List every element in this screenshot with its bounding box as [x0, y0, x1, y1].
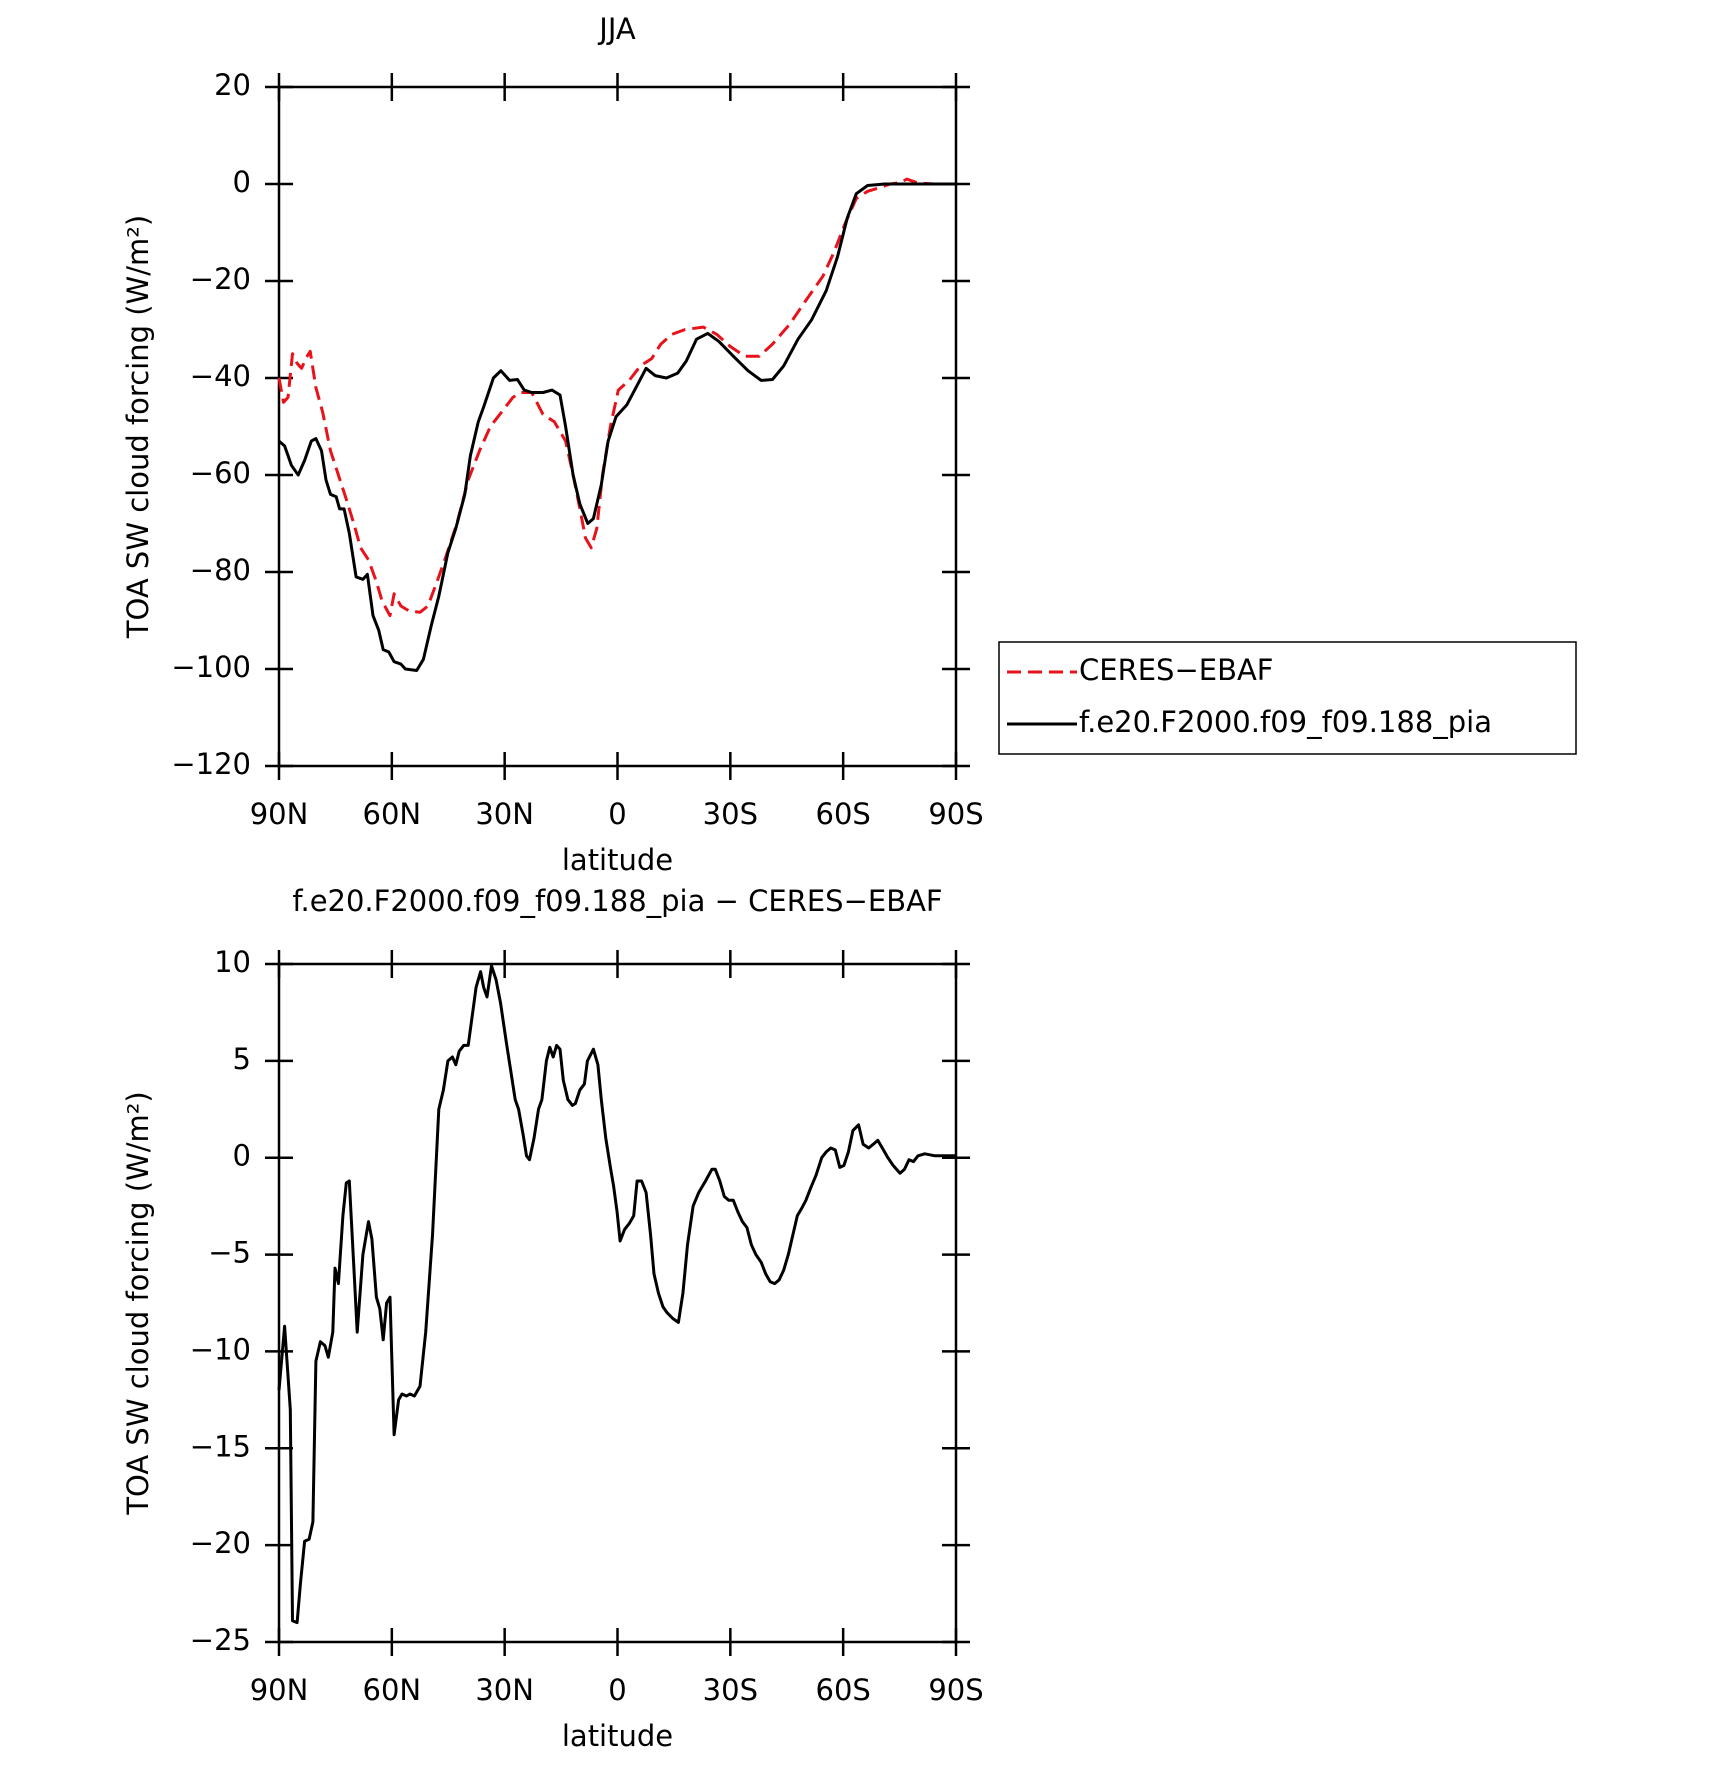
data-line: [277, 177, 956, 618]
x-axis-label: latitude: [562, 1719, 673, 1753]
x-tick-label: 90S: [928, 1673, 983, 1707]
legend-box: [998, 641, 1577, 755]
chart-title: JJA: [597, 12, 636, 46]
x-tick-label: 30N: [475, 1673, 534, 1707]
x-tick-label: 30S: [703, 797, 758, 831]
y-tick-label: 5: [233, 1042, 251, 1076]
x-tick-label: 60S: [816, 1673, 871, 1707]
x-tick-label: 90S: [928, 797, 983, 831]
y-tick-label: 0: [233, 165, 251, 199]
x-tick-label: 60N: [363, 797, 422, 831]
legend-label: CERES−EBAF: [1079, 653, 1274, 687]
legend-label: f.e20.F2000.f09_f09.188_pia: [1079, 705, 1492, 739]
y-tick-label: 0: [233, 1139, 251, 1173]
x-tick-label: 90N: [250, 1673, 309, 1707]
x-tick-label: 30S: [703, 1673, 758, 1707]
y-tick-label: −15: [190, 1429, 251, 1463]
y-tick-label: −40: [190, 359, 251, 393]
x-tick-label: 0: [608, 797, 626, 831]
x-tick-label: 30N: [475, 797, 534, 831]
y-axis-label: TOA SW cloud forcing (W/m²): [121, 1091, 155, 1515]
y-tick-label: −10: [190, 1332, 251, 1366]
y-tick-label: −60: [190, 456, 251, 490]
x-axis-label: latitude: [562, 843, 673, 877]
y-tick-label: −20: [190, 262, 251, 296]
x-tick-label: 90N: [250, 797, 309, 831]
y-tick-label: −25: [190, 1623, 251, 1657]
y-tick-label: −100: [171, 650, 251, 684]
y-tick-label: 10: [214, 945, 251, 979]
y-tick-label: −80: [190, 553, 251, 587]
y-tick-label: −120: [171, 747, 251, 781]
x-tick-label: 60N: [363, 1673, 422, 1707]
data-line: [277, 964, 956, 1625]
plot-frame: [277, 962, 958, 1644]
y-tick-label: −20: [190, 1526, 251, 1560]
y-tick-label: −5: [208, 1236, 251, 1270]
plot-frame: [277, 85, 958, 768]
x-tick-label: 0: [608, 1673, 626, 1707]
y-tick-label: 20: [214, 68, 251, 102]
data-line: [278, 182, 956, 672]
chart-title: f.e20.F2000.f09_f09.188_pia − CERES−EBAF: [292, 884, 942, 918]
y-axis-label: TOA SW cloud forcing (W/m²): [121, 215, 155, 639]
x-tick-label: 60S: [816, 797, 871, 831]
